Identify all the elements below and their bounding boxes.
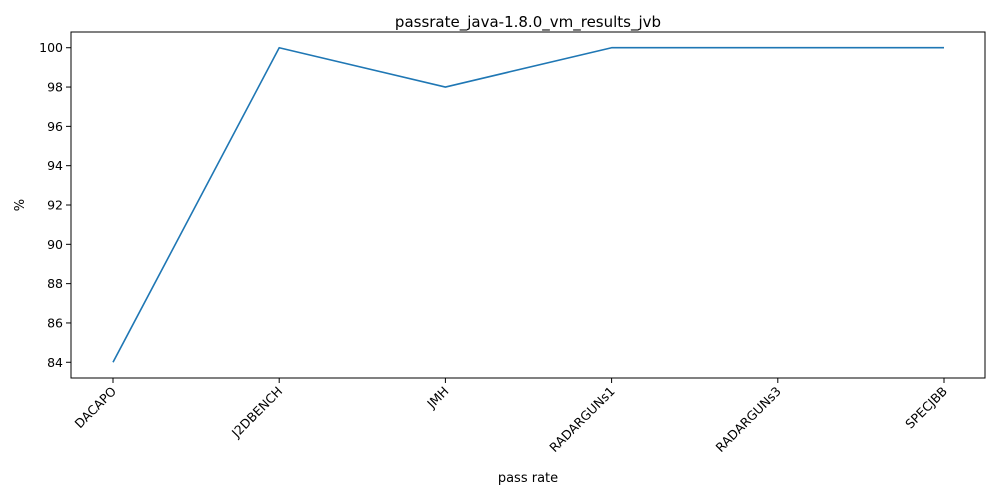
plot-frame <box>70 31 986 379</box>
plot-area <box>112 46 944 363</box>
y-tick-label: 100 <box>39 40 63 55</box>
y-tick-label: 84 <box>47 355 63 370</box>
x-tick-label: JMH <box>423 384 451 412</box>
y-tick-label: 94 <box>47 158 63 173</box>
y-tick-label: 96 <box>47 119 63 134</box>
series-line <box>112 46 944 363</box>
x-axis-title: pass rate <box>498 471 558 486</box>
y-axis-title: % <box>13 199 28 211</box>
chart-title: passrate_java-1.8.0_vm_results_jvb <box>395 13 661 32</box>
x-tick-label: J2DBENCH <box>228 384 285 441</box>
y-tick-label: 88 <box>47 276 63 291</box>
y-tick-label: 90 <box>47 237 63 252</box>
x-tick-label: RADARGUNs1 <box>546 384 617 455</box>
x-tick-label: DACAPO <box>71 383 119 431</box>
y-tick-label: 92 <box>47 198 63 213</box>
y-tick-label: 98 <box>47 80 63 95</box>
x-tick-label: RADARGUNs3 <box>712 384 783 455</box>
x-tick-label: SPECJBB <box>902 384 950 432</box>
y-tick-label: 86 <box>47 315 63 330</box>
